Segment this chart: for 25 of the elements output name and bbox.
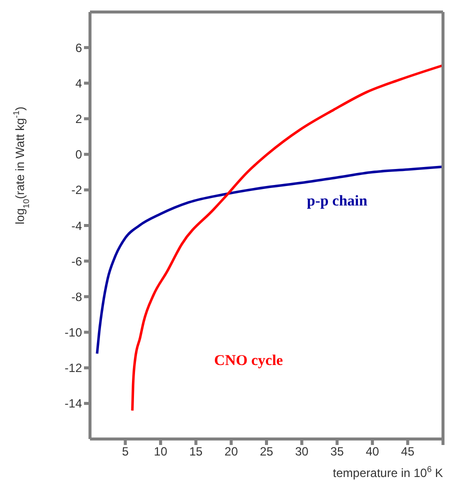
line-series: [131, 64, 443, 412]
y-tick-label: -8: [71, 290, 82, 304]
series-label: p-p chain: [306, 193, 368, 210]
y-tick-label: 4: [75, 76, 82, 90]
x-tick-label: 35: [330, 444, 344, 459]
y-tick-label: -4: [71, 218, 82, 233]
y-tick-label: -2: [71, 183, 82, 198]
y-tick-label: 2: [75, 112, 82, 126]
x-axis-title: temperature in 10$^{6}$ K: [332, 464, 443, 480]
x-tick-label: 5: [122, 444, 129, 459]
y-tick-label: -6: [71, 254, 82, 268]
line-series: [96, 166, 443, 355]
text: CNO cycle: [214, 352, 284, 369]
x-tick-label: 30: [295, 444, 309, 459]
y-tick-label: -12: [64, 361, 82, 376]
x-tick-label: 20: [224, 444, 238, 459]
y-tick-label: -10: [64, 326, 82, 340]
x-tick-label: 40: [366, 444, 380, 459]
y-tick-label: -14: [64, 396, 82, 411]
x-tick-label: 25: [260, 444, 274, 459]
x-tick-label: 10: [154, 444, 168, 459]
y-tick-label: 0: [75, 148, 82, 162]
x-tick-label: 15: [189, 444, 203, 459]
x-tick-label: 45: [401, 444, 415, 459]
y-tick-label: 6: [75, 40, 82, 55]
